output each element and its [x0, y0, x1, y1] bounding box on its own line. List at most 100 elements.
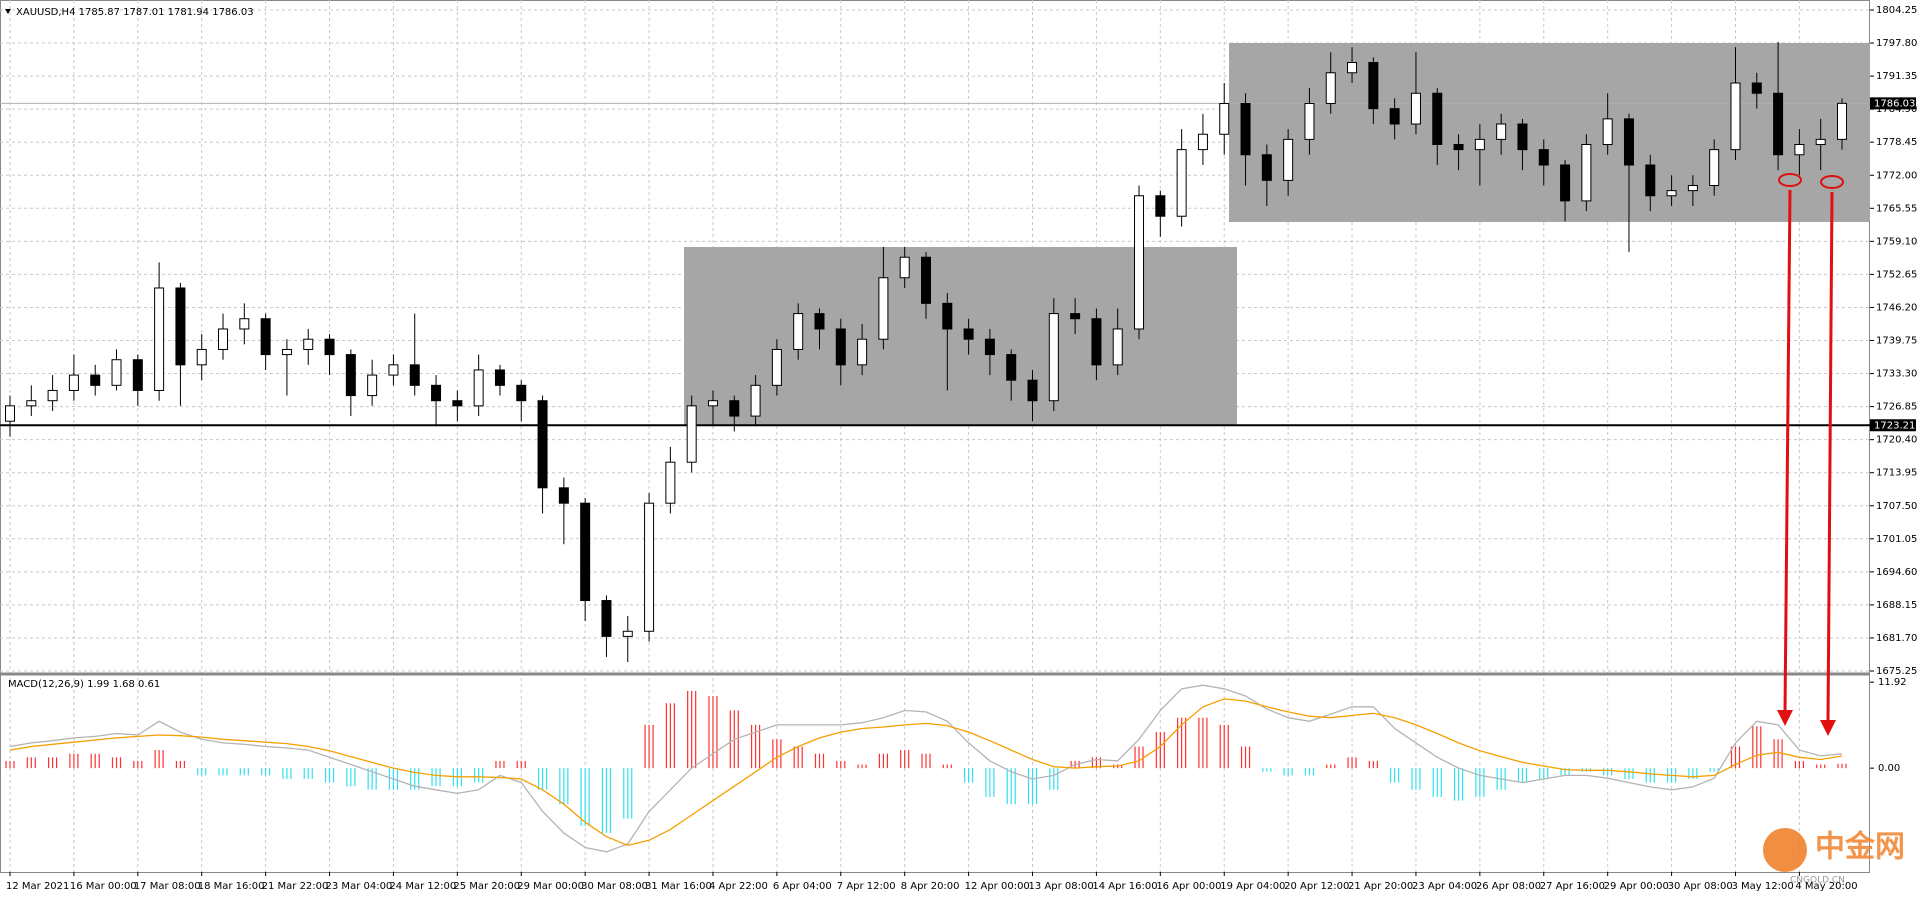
candle-body [1219, 103, 1230, 135]
y-tick-label: 11.92 [1878, 677, 1907, 688]
y-tick-label: 1791.35 [1876, 71, 1917, 82]
candle-body [1453, 144, 1464, 151]
arrow-head [1777, 710, 1793, 726]
candle-body [580, 502, 591, 602]
candle-body [1389, 108, 1400, 125]
candle-body [814, 313, 825, 330]
x-tick-label: 4 Apr 22:00 [709, 881, 768, 892]
candle-body [921, 256, 931, 304]
y-tick-label: 1797.80 [1876, 38, 1917, 49]
y-tick-label: 1759.10 [1876, 236, 1917, 247]
candle-body [388, 364, 399, 376]
x-tick-label: 30 Mar 08:00 [581, 881, 648, 892]
candle-body [218, 328, 229, 350]
y-tick-label: 1720.40 [1876, 435, 1917, 446]
x-tick-label: 18 Mar 16:00 [198, 881, 265, 892]
y-tick-label: 1726.85 [1876, 402, 1917, 413]
y-tick-label: 1688.15 [1876, 600, 1917, 611]
annotations [1777, 173, 1844, 736]
range-zone [1229, 43, 1870, 222]
x-tick-label: 6 Apr 04:00 [773, 881, 832, 892]
candle-body [1538, 149, 1549, 166]
candle-body [729, 400, 740, 417]
candle-body [1155, 195, 1166, 217]
y-tick-label: 1681.70 [1876, 633, 1917, 644]
candle-body [1560, 164, 1571, 202]
x-tick-label: 17 Mar 08:00 [134, 881, 201, 892]
candle-body [1027, 379, 1038, 402]
x-tick-label: 20 Apr 12:00 [1284, 881, 1349, 892]
candle-body [68, 374, 79, 391]
candle-body [984, 338, 995, 356]
candle-body [367, 374, 378, 397]
macd-line [9, 684, 1843, 853]
y-tick-label: 1675.25 [1876, 666, 1917, 677]
x-tick-label: 3 May 12:00 [1731, 881, 1793, 892]
x-tick-label: 4 May 20:00 [1795, 881, 1857, 892]
candle-body [1006, 354, 1017, 381]
candle-body [1666, 190, 1677, 197]
candle-body [707, 400, 718, 407]
candle-body [537, 400, 548, 489]
watermark-logo [1763, 828, 1807, 872]
menu-triangle[interactable] [5, 9, 11, 14]
x-tick-label: 31 Mar 16:00 [645, 881, 712, 892]
candle-body [1496, 123, 1507, 140]
candle-body [644, 502, 655, 632]
candle-body [1730, 82, 1741, 151]
candle-body [601, 600, 612, 637]
candle-body [1304, 103, 1315, 140]
candle-body [409, 364, 420, 386]
arrow-head [1820, 720, 1836, 736]
x-tick-label: 16 Apr 00:00 [1156, 881, 1221, 892]
candle-body [1645, 164, 1656, 197]
candle-body [665, 461, 676, 504]
x-tick-label: 12 Mar 2021 [6, 881, 69, 892]
candle-body [47, 389, 58, 402]
candle-body [622, 630, 633, 637]
candle-body [473, 369, 484, 407]
x-tick-label: 25 Mar 20:00 [453, 881, 520, 892]
y-tick-label: 1713.95 [1876, 468, 1917, 479]
candle-body [1517, 123, 1528, 151]
x-tick-label: 24 Mar 12:00 [389, 881, 456, 892]
candle-body [899, 256, 910, 279]
y-tick-label: 1739.75 [1876, 336, 1917, 347]
candle-body [1112, 328, 1123, 366]
candle-body [1773, 92, 1784, 156]
x-tick-label: 23 Apr 04:00 [1412, 881, 1477, 892]
candle-body [1623, 118, 1634, 166]
candle-body [942, 302, 953, 330]
candle-body [111, 359, 122, 386]
candle-body [324, 338, 335, 356]
candle-body [1581, 144, 1592, 202]
y-tick-label: 1765.55 [1876, 203, 1917, 214]
x-tick-label: 29 Mar 00:00 [517, 881, 584, 892]
candle-body [1815, 138, 1826, 146]
candle-body [494, 369, 505, 386]
y-tick-label: 1707.50 [1876, 501, 1917, 512]
y-tick-label: 1694.60 [1876, 567, 1917, 578]
x-tick-label: 21 Apr 20:00 [1348, 881, 1413, 892]
candle-body [558, 487, 569, 504]
candle-body [303, 338, 314, 350]
x-tick-label: 14 Apr 16:00 [1092, 881, 1157, 892]
candle-body [1197, 133, 1208, 151]
candle-body [90, 374, 101, 386]
x-tick-label: 21 Mar 22:00 [262, 881, 329, 892]
candle-body [1474, 138, 1485, 151]
candle-body [1432, 92, 1443, 146]
candle-body [1687, 184, 1698, 192]
candle-body [1751, 82, 1762, 94]
candle-body [175, 287, 186, 366]
candle-body [1070, 313, 1081, 320]
candle-body [963, 328, 974, 340]
candle-body [1240, 103, 1251, 156]
candle-body [1794, 144, 1805, 156]
candle-body [516, 384, 527, 402]
y-tick-label: 1772.00 [1876, 170, 1917, 181]
candle-body [1325, 72, 1336, 105]
candle-body [1602, 118, 1613, 146]
candle-body [1048, 313, 1059, 402]
